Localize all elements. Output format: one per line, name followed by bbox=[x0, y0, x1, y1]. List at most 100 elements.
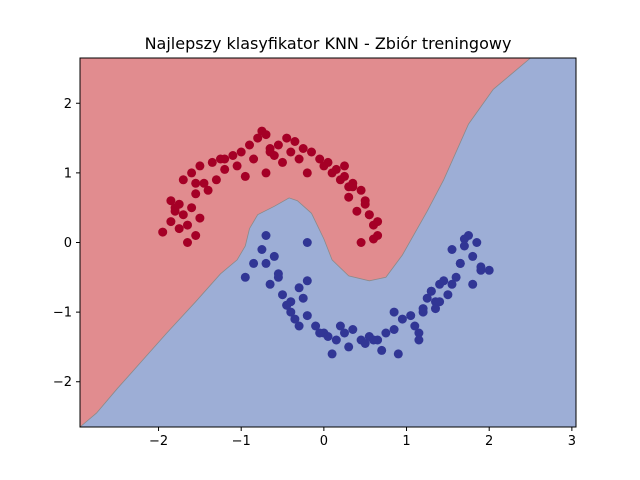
point-class-0 bbox=[228, 151, 238, 160]
points-layer bbox=[158, 126, 494, 359]
point-class-0 bbox=[294, 154, 304, 164]
point-class-0 bbox=[282, 133, 292, 143]
point-class-0 bbox=[364, 210, 374, 220]
point-class-0 bbox=[232, 161, 242, 171]
point-class-0 bbox=[352, 206, 362, 216]
point-class-0 bbox=[253, 133, 263, 143]
point-class-0 bbox=[207, 157, 217, 167]
point-class-0 bbox=[273, 140, 283, 150]
point-class-0 bbox=[183, 238, 192, 247]
plot-area bbox=[79, 57, 576, 428]
point-class-0 bbox=[290, 137, 300, 146]
point-class-1 bbox=[360, 339, 370, 348]
region-class-1 bbox=[80, 58, 576, 427]
point-class-1 bbox=[468, 251, 478, 261]
point-class-1 bbox=[269, 251, 279, 261]
point-class-1 bbox=[282, 300, 292, 310]
point-class-1 bbox=[389, 325, 399, 334]
point-class-1 bbox=[335, 321, 345, 331]
point-class-1 bbox=[447, 279, 457, 289]
point-class-1 bbox=[476, 262, 486, 272]
point-class-1 bbox=[414, 335, 424, 345]
point-class-1 bbox=[294, 283, 304, 293]
point-class-1 bbox=[323, 332, 333, 341]
point-class-0 bbox=[240, 171, 250, 181]
point-class-1 bbox=[439, 276, 449, 286]
point-class-0 bbox=[369, 234, 378, 244]
point-class-0 bbox=[187, 168, 197, 178]
point-class-1 bbox=[302, 238, 312, 247]
point-class-1 bbox=[290, 314, 300, 324]
point-class-1 bbox=[447, 245, 457, 254]
point-class-0 bbox=[249, 154, 259, 164]
point-class-1 bbox=[273, 269, 283, 279]
point-class-1 bbox=[302, 276, 312, 286]
point-class-0 bbox=[298, 144, 308, 153]
point-class-1 bbox=[443, 290, 453, 300]
point-class-0 bbox=[236, 147, 246, 157]
y-tick-label: 1 bbox=[64, 166, 72, 181]
point-class-0 bbox=[245, 140, 254, 150]
point-class-1 bbox=[340, 328, 349, 338]
point-class-0 bbox=[356, 185, 366, 195]
point-class-0 bbox=[158, 227, 168, 237]
point-class-1 bbox=[393, 349, 403, 359]
point-class-0 bbox=[166, 217, 176, 227]
x-tick-label: −2 bbox=[149, 434, 168, 449]
point-class-1 bbox=[249, 258, 259, 268]
y-tick-label: −2 bbox=[53, 375, 72, 390]
point-class-1 bbox=[311, 321, 321, 331]
chart-title: Najlepszy klasyfikator KNN - Zbiór treni… bbox=[145, 34, 512, 53]
point-class-0 bbox=[195, 213, 205, 223]
point-class-1 bbox=[315, 328, 325, 338]
point-class-0 bbox=[356, 238, 366, 247]
point-class-0 bbox=[278, 157, 287, 167]
point-class-1 bbox=[410, 321, 420, 331]
point-class-0 bbox=[335, 175, 345, 185]
decision-boundary bbox=[79, 57, 531, 428]
point-class-0 bbox=[178, 210, 188, 220]
point-class-1 bbox=[459, 234, 469, 244]
point-class-1 bbox=[278, 290, 287, 300]
point-class-1 bbox=[397, 314, 407, 324]
point-class-1 bbox=[484, 265, 494, 275]
point-class-1 bbox=[414, 328, 424, 338]
x-tick-label: 2 bbox=[485, 434, 493, 449]
point-class-0 bbox=[199, 178, 209, 188]
point-class-0 bbox=[261, 168, 271, 178]
point-class-0 bbox=[191, 189, 201, 199]
x-tick-label: 3 bbox=[568, 434, 576, 449]
point-class-0 bbox=[302, 168, 312, 178]
y-axis: −2 −1 0 1 2 bbox=[53, 97, 80, 390]
point-class-0 bbox=[187, 203, 197, 213]
point-class-0 bbox=[220, 164, 230, 174]
point-class-1 bbox=[257, 245, 267, 254]
point-class-0 bbox=[340, 161, 349, 171]
point-class-1 bbox=[344, 342, 354, 352]
point-class-0 bbox=[344, 192, 354, 202]
point-class-0 bbox=[166, 196, 176, 206]
point-class-1 bbox=[468, 279, 478, 289]
point-class-1 bbox=[431, 304, 440, 314]
point-class-1 bbox=[298, 293, 308, 303]
point-class-0 bbox=[191, 231, 201, 240]
point-class-1 bbox=[455, 258, 465, 268]
point-class-0 bbox=[203, 185, 213, 195]
point-class-0 bbox=[286, 147, 296, 157]
point-class-0 bbox=[211, 175, 221, 185]
point-class-0 bbox=[174, 224, 184, 234]
point-class-1 bbox=[327, 349, 337, 359]
point-class-0 bbox=[183, 220, 192, 230]
point-class-1 bbox=[418, 307, 428, 317]
y-tick-label: −1 bbox=[53, 306, 72, 321]
point-class-1 bbox=[369, 335, 378, 345]
point-class-1 bbox=[240, 272, 250, 282]
point-class-0 bbox=[348, 182, 358, 192]
point-class-1 bbox=[451, 272, 461, 282]
point-class-1 bbox=[435, 297, 445, 307]
point-class-1 bbox=[331, 335, 341, 345]
y-tick-label: 2 bbox=[64, 97, 72, 112]
point-class-1 bbox=[377, 345, 387, 355]
point-class-1 bbox=[406, 311, 416, 321]
point-class-1 bbox=[286, 307, 296, 317]
